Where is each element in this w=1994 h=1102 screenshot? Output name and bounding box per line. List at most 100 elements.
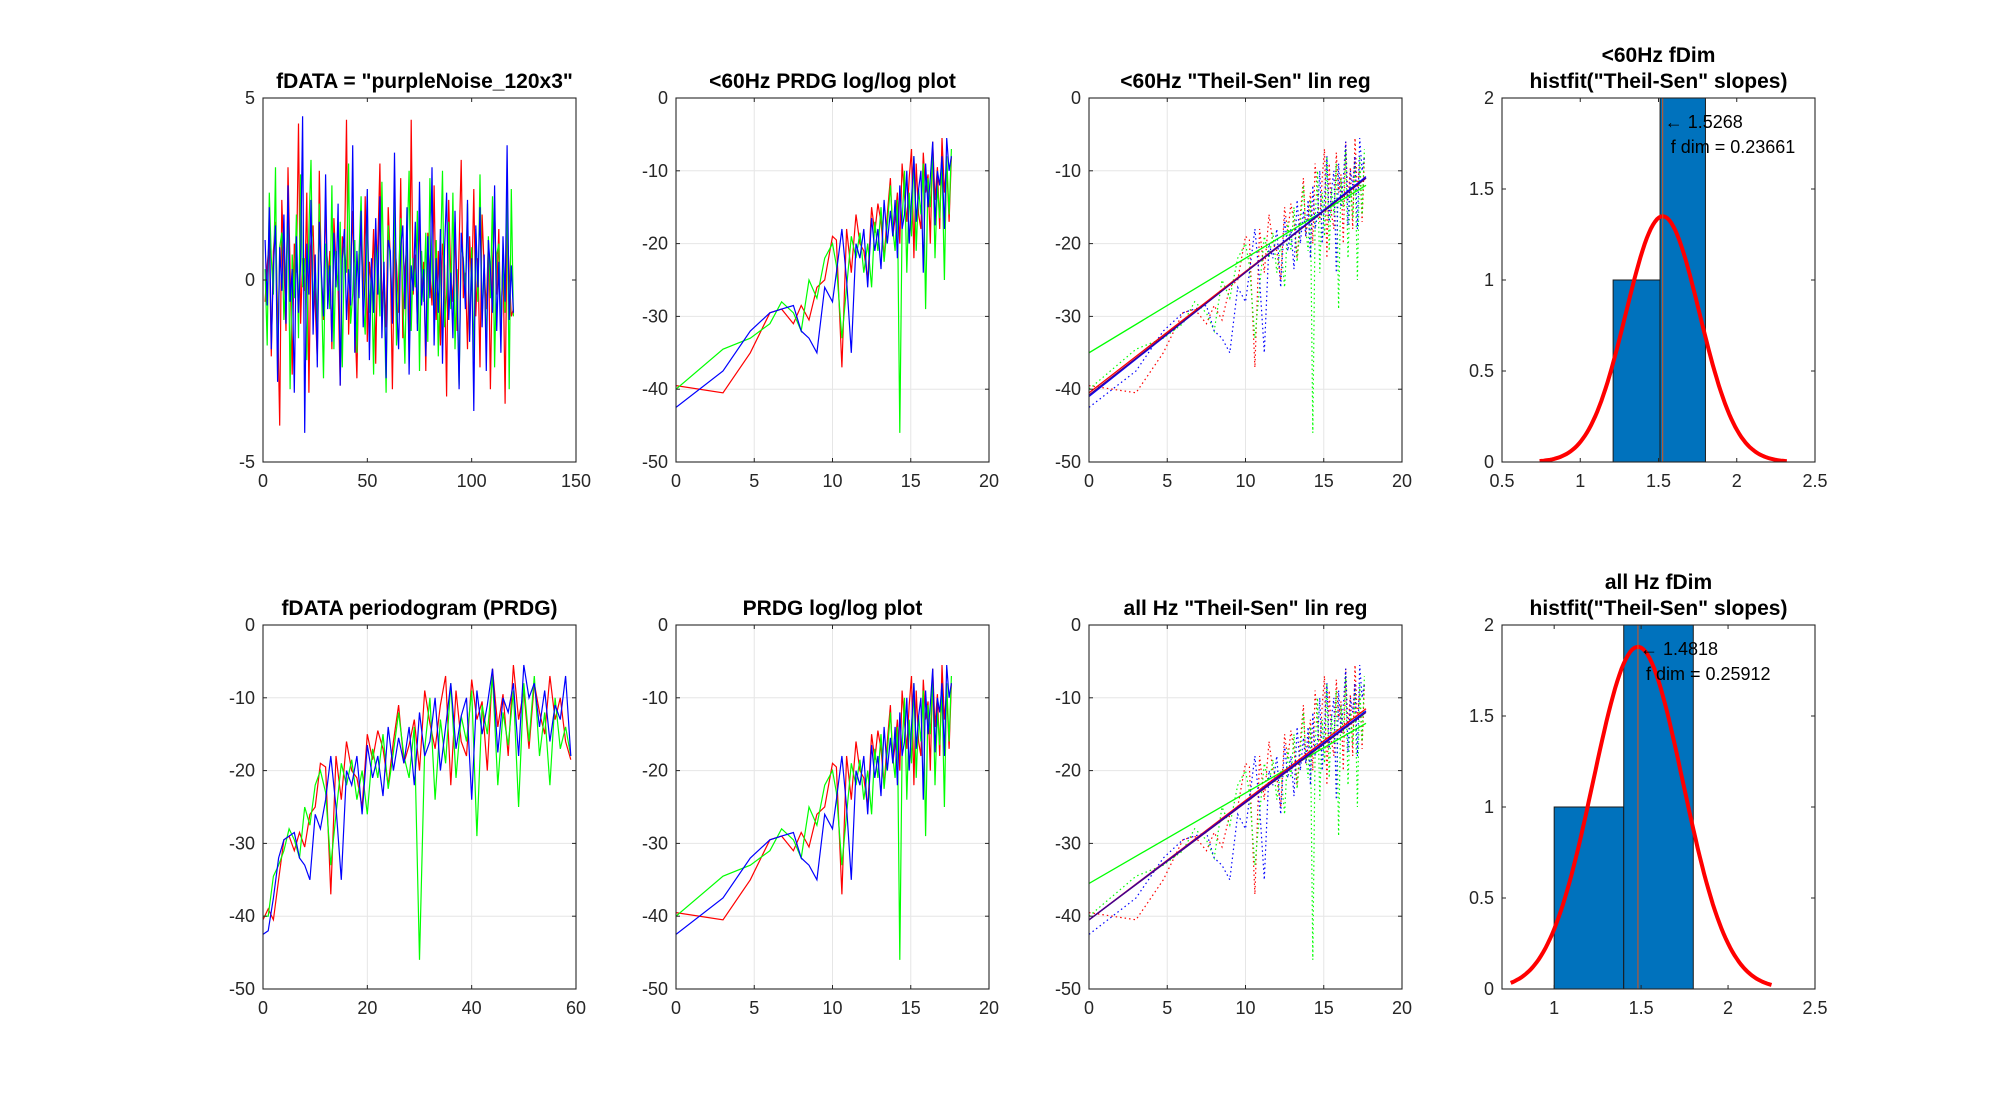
chart-title: all Hz fDim xyxy=(1605,571,1712,594)
plot-area xyxy=(1089,664,1367,960)
annotation-value: ← 1.5268 xyxy=(1665,112,1743,132)
x-tick-label: 20 xyxy=(979,998,999,1018)
x-tick-label: 0 xyxy=(671,998,681,1018)
x-tick-label: 5 xyxy=(1162,998,1172,1018)
y-tick-label: -30 xyxy=(229,833,255,853)
x-tick-label: 1.5 xyxy=(1629,998,1654,1018)
x-tick-label: 1 xyxy=(1549,998,1559,1018)
plot-area xyxy=(1509,625,1773,989)
x-tick-label: 20 xyxy=(979,471,999,491)
chart-title: PRDG log/log plot xyxy=(743,597,923,620)
y-tick-label: 0 xyxy=(245,270,255,290)
chart-title: <60Hz PRDG log/log plot xyxy=(709,70,956,93)
y-tick-label: -30 xyxy=(642,833,668,853)
histogram-bar xyxy=(1612,279,1661,462)
chart-title: fDATA = "purpleNoise_120x3" xyxy=(276,70,573,93)
y-tick-label: 0 xyxy=(658,615,668,635)
x-tick-label: 15 xyxy=(901,998,921,1018)
chart-title: <60Hz fDim xyxy=(1602,44,1716,67)
x-tick-label: 10 xyxy=(1235,998,1255,1018)
plot-area xyxy=(1089,137,1367,433)
panel-lt60-loglog: 0 5 10 15 20 -50 -40 -30 -20 -10 0 <60Hz PRDG log/l… xyxy=(642,70,999,491)
x-tick-label: 5 xyxy=(1162,471,1172,491)
x-tick-label: 5 xyxy=(749,471,759,491)
fit-line-fit_purple xyxy=(1089,177,1367,396)
y-tick-label: -30 xyxy=(642,306,668,326)
y-tick-label: 0.5 xyxy=(1469,361,1494,381)
series-blue-dotted xyxy=(1089,664,1365,935)
chart-title: fDATA periodogram (PRDG) xyxy=(281,597,557,620)
x-tick-label: 15 xyxy=(901,471,921,491)
fit-line-green xyxy=(1089,722,1367,885)
panel-all-histfit: ← 1.4818 f dim = 0.25912 1 1.5 2 2.5 0 0.5 1 1.5 2… xyxy=(1469,571,1828,1018)
y-tick-label: -20 xyxy=(642,234,668,254)
y-tick-label: -30 xyxy=(1055,833,1081,853)
y-tick-label: -10 xyxy=(1055,161,1081,181)
x-tick-label: 20 xyxy=(357,998,377,1018)
axes-frame xyxy=(262,624,577,990)
x-tick-label: 10 xyxy=(822,998,842,1018)
y-tick-label: 0 xyxy=(245,615,255,635)
y-tick-label: 1.5 xyxy=(1469,706,1494,726)
series-blue-dotted xyxy=(1089,137,1365,408)
panel-all-regression: 0 5 10 15 20 -50 -40 -30 -20 -10 0 all Hz "Theil-Se… xyxy=(1055,597,1412,1018)
y-tick-label: -50 xyxy=(229,979,255,999)
plot-area xyxy=(263,664,572,960)
x-tick-label: 40 xyxy=(462,998,482,1018)
x-tick-label: 100 xyxy=(457,471,487,491)
series-blue-line xyxy=(676,137,952,408)
x-tick-label: 2.5 xyxy=(1802,471,1827,491)
series-blue-line xyxy=(264,116,514,433)
plot-area xyxy=(1539,98,1787,462)
series-blue-line xyxy=(263,664,572,935)
y-tick-label: 0 xyxy=(658,88,668,108)
normal-fit-curve xyxy=(1509,644,1773,987)
y-tick-label: -20 xyxy=(1055,761,1081,781)
y-tick-label: 5 xyxy=(245,88,255,108)
annotation-fdim: f dim = 0.25912 xyxy=(1646,664,1771,684)
x-tick-label: 0 xyxy=(671,471,681,491)
y-tick-label: -40 xyxy=(642,906,668,926)
series-blue-line xyxy=(676,664,952,935)
chart-title: <60Hz "Theil-Sen" lin reg xyxy=(1120,70,1370,93)
chart-title: histfit("Theil-Sen" slopes) xyxy=(1530,70,1788,93)
y-tick-label: 1 xyxy=(1484,270,1494,290)
y-tick-label: -40 xyxy=(642,379,668,399)
y-tick-label: -40 xyxy=(1055,906,1081,926)
y-tick-label: 0 xyxy=(1071,615,1081,635)
x-tick-label: 150 xyxy=(561,471,591,491)
series-red-dotted xyxy=(1089,664,1365,921)
y-tick-label: -10 xyxy=(642,161,668,181)
series-green-line xyxy=(676,675,952,960)
panel-all-loglog: 0 5 10 15 20 -50 -40 -30 -20 -10 0 PRDG log/log plo… xyxy=(642,597,999,1018)
plot-area xyxy=(264,116,514,433)
annotation-value: ← 1.4818 xyxy=(1640,639,1718,659)
x-tick-label: 10 xyxy=(1235,471,1255,491)
normal-fit-curve xyxy=(1539,214,1787,462)
y-tick-label: -50 xyxy=(1055,979,1081,999)
y-tick-label: 0.5 xyxy=(1469,888,1494,908)
y-tick-label: 0 xyxy=(1071,88,1081,108)
x-tick-label: 2 xyxy=(1723,998,1733,1018)
fit-line-fit_purple xyxy=(1089,711,1367,921)
y-tick-label: -50 xyxy=(642,979,668,999)
plot-area xyxy=(676,137,952,433)
y-tick-label: -30 xyxy=(1055,306,1081,326)
x-tick-label: 20 xyxy=(1392,471,1412,491)
panel-lt60-regression: 0 5 10 15 20 -50 -40 -30 -20 -10 0 <60Hz "Theil-Sen… xyxy=(1055,70,1412,491)
series-green-line xyxy=(676,148,952,433)
y-tick-label: 0 xyxy=(1484,979,1494,999)
y-tick-label: 0 xyxy=(1484,452,1494,472)
x-tick-label: 2 xyxy=(1732,471,1742,491)
y-tick-label: -40 xyxy=(1055,379,1081,399)
x-tick-label: 0 xyxy=(1084,998,1094,1018)
x-tick-label: 0 xyxy=(1084,471,1094,491)
chart-title: histfit("Theil-Sen" slopes) xyxy=(1530,597,1788,620)
annotation-fdim: f dim = 0.23661 xyxy=(1671,137,1796,157)
panel-periodogram: 0 20 40 60 -50 -40 -30 -20 -10 0 fDATA periodogram… xyxy=(229,597,586,1018)
y-tick-label: -5 xyxy=(239,452,255,472)
x-tick-label: 50 xyxy=(357,471,377,491)
